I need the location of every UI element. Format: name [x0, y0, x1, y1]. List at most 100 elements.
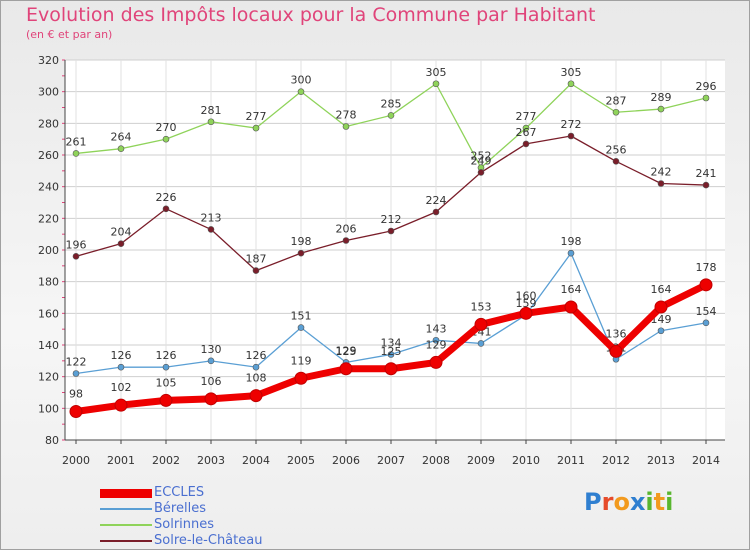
x-tick-label: 2013 — [647, 454, 675, 467]
x-tick-label: 2011 — [557, 454, 585, 467]
data-label-solre-le-chateau: 212 — [381, 213, 402, 226]
proxiti-logo: Proxiti — [584, 488, 673, 516]
data-label-eccles: 105 — [156, 376, 177, 389]
data-point-eccles — [159, 393, 173, 407]
data-point-berelles — [387, 351, 395, 358]
data-point-berelles — [207, 357, 215, 365]
data-label-solrinnes: 252 — [471, 150, 492, 163]
data-point-eccles — [699, 278, 713, 292]
data-label-berelles: 129 — [336, 344, 357, 357]
data-point-eccles — [564, 300, 578, 314]
data-point-solrinnes — [702, 94, 710, 102]
data-point-berelles — [477, 340, 485, 347]
data-point-eccles — [294, 371, 308, 385]
data-point-solre-le-chateau — [252, 267, 260, 274]
data-label-solrinnes: 281 — [201, 104, 222, 117]
x-tick-label: 2000 — [62, 454, 90, 467]
data-label-eccles: 108 — [246, 372, 267, 385]
data-label-solrinnes: 305 — [561, 66, 582, 79]
data-point-solre-le-chateau — [702, 181, 710, 189]
data-label-eccles: 102 — [111, 381, 132, 394]
y-tick-label: 300 — [38, 86, 59, 99]
data-label-solrinnes: 261 — [66, 135, 87, 148]
x-tick-label: 2007 — [377, 454, 405, 467]
data-point-eccles — [384, 362, 398, 376]
y-tick-label: 100 — [38, 402, 59, 415]
data-point-eccles — [609, 344, 623, 358]
x-tick-label: 2012 — [602, 454, 630, 467]
data-label-solre-le-chateau: 196 — [66, 238, 87, 251]
x-tick-label: 2001 — [107, 454, 135, 467]
data-label-solrinnes: 285 — [381, 97, 402, 110]
data-point-solre-le-chateau — [387, 227, 395, 235]
y-tick-label: 320 — [38, 54, 59, 67]
data-point-eccles — [114, 398, 128, 412]
data-label-solrinnes: 278 — [336, 109, 357, 122]
data-point-solrinnes — [612, 108, 620, 116]
data-label-solre-le-chateau: 224 — [426, 194, 447, 207]
data-point-berelles — [162, 363, 170, 371]
legend-swatch — [100, 508, 152, 510]
data-label-solrinnes: 287 — [606, 94, 627, 107]
y-tick-label: 120 — [38, 371, 59, 384]
data-point-solre-le-chateau — [72, 253, 80, 260]
x-tick-label: 2010 — [512, 454, 540, 467]
data-label-solrinnes: 270 — [156, 121, 177, 134]
data-point-solrinnes — [72, 150, 80, 157]
data-point-solrinnes — [432, 80, 440, 88]
data-label-berelles: 143 — [426, 322, 447, 335]
logo-letter: t — [653, 488, 666, 516]
data-point-solrinnes — [117, 145, 125, 152]
data-point-solrinnes — [252, 124, 260, 132]
data-label-eccles: 106 — [201, 375, 222, 388]
data-point-solrinnes — [387, 112, 395, 119]
data-label-eccles: 153 — [471, 300, 492, 313]
data-point-eccles — [69, 405, 83, 418]
logo-letter: i — [645, 488, 654, 516]
logo-letter: o — [613, 488, 630, 516]
data-label-berelles: 151 — [291, 310, 312, 323]
data-point-solrinnes — [342, 123, 350, 130]
data-point-berelles — [252, 363, 260, 371]
data-point-solrinnes — [297, 88, 305, 95]
y-tick-label: 160 — [38, 307, 59, 320]
data-label-eccles: 119 — [291, 354, 312, 367]
data-label-eccles: 136 — [606, 327, 627, 340]
logo-letter: P — [584, 488, 602, 516]
data-point-eccles — [204, 392, 218, 406]
y-tick-label: 240 — [38, 181, 59, 194]
data-point-berelles — [117, 363, 125, 371]
data-point-berelles — [702, 319, 710, 327]
data-label-solre-le-chateau: 242 — [651, 166, 672, 179]
data-label-eccles: 178 — [696, 261, 717, 274]
chart-title: Evolution des Impôts locaux pour la Comm… — [26, 4, 596, 26]
data-label-berelles: 126 — [156, 349, 177, 362]
data-label-solrinnes: 296 — [696, 80, 717, 93]
data-label-berelles: 126 — [111, 349, 132, 362]
data-label-eccles: 164 — [561, 283, 582, 296]
data-point-berelles — [297, 324, 305, 331]
y-tick-label: 220 — [38, 212, 59, 225]
data-label-solre-le-chateau: 226 — [156, 191, 177, 204]
data-label-solrinnes: 277 — [246, 110, 267, 123]
data-label-eccles: 160 — [516, 289, 537, 302]
data-point-solre-le-chateau — [567, 132, 575, 140]
data-point-solrinnes — [162, 135, 170, 143]
data-point-solrinnes — [657, 105, 665, 113]
data-label-solre-le-chateau: 249 — [471, 154, 492, 167]
data-point-berelles — [657, 327, 665, 335]
x-tick-label: 2006 — [332, 454, 360, 467]
data-label-berelles: 198 — [561, 235, 582, 248]
data-label-eccles: 125 — [336, 345, 357, 358]
data-point-eccles — [429, 355, 443, 369]
data-label-solrinnes: 264 — [111, 131, 132, 144]
legend-swatch — [100, 488, 152, 498]
data-label-solre-le-chateau: 213 — [201, 211, 222, 224]
data-label-eccles: 164 — [651, 283, 672, 296]
x-tick-label: 2008 — [422, 454, 450, 467]
data-point-solre-le-chateau — [297, 249, 305, 257]
data-label-eccles: 125 — [381, 345, 402, 358]
y-tick-label: 260 — [38, 149, 59, 162]
chart-subtitle: (en € et par an) — [26, 28, 113, 41]
data-point-solrinnes — [567, 80, 575, 88]
